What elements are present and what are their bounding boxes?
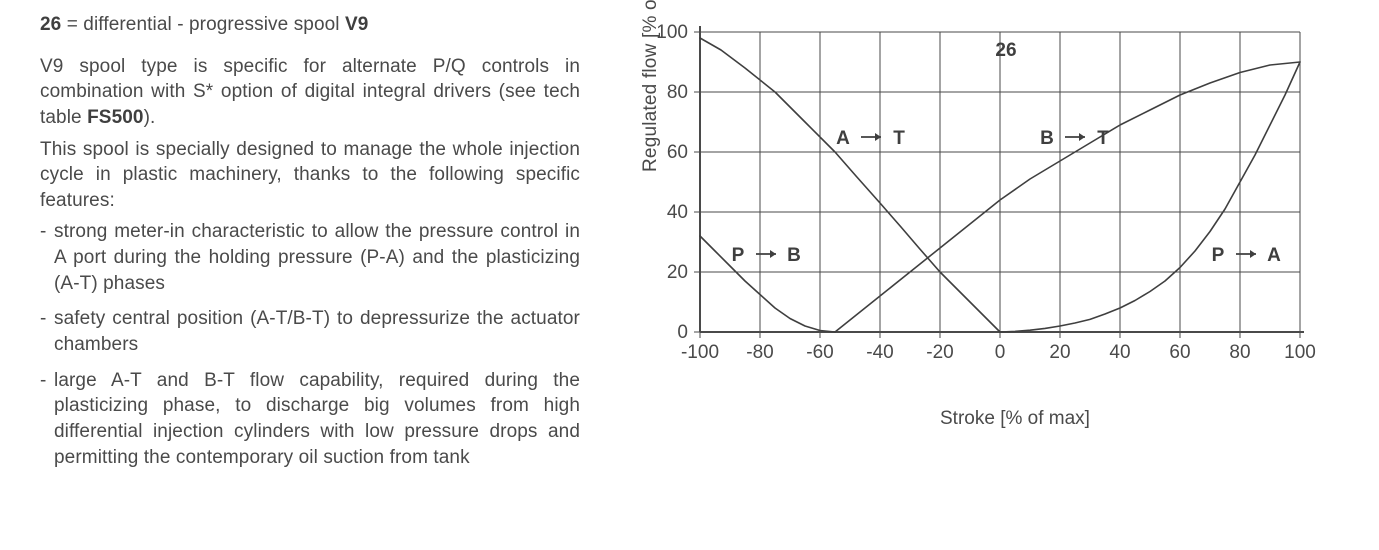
text-column: 26 = differential - progressive spool V9… — [40, 12, 600, 530]
p1-c: ). — [144, 107, 156, 128]
paragraph-1: V9 spool type is specific for alternate … — [40, 54, 580, 131]
chart-wrap: Regulated flow [% of max] -100-80-60-40-… — [640, 12, 1340, 392]
svg-text:A: A — [1267, 245, 1281, 266]
heading-eq: = differential - progressive spool — [61, 14, 345, 35]
svg-text:26: 26 — [995, 40, 1016, 61]
svg-text:20: 20 — [667, 262, 688, 283]
svg-text:P: P — [732, 245, 745, 266]
svg-text:T: T — [893, 128, 905, 149]
bullet-item-1: strong meter-in characteristic to allow … — [40, 219, 580, 296]
svg-text:40: 40 — [667, 202, 688, 223]
y-axis-label: Regulated flow [% of max] — [640, 0, 662, 172]
svg-text:B: B — [787, 245, 801, 266]
paragraph-2: This spool is specially designed to mana… — [40, 137, 580, 214]
svg-text:20: 20 — [1049, 342, 1070, 363]
svg-text:P: P — [1212, 245, 1225, 266]
p1-bold: FS500 — [87, 107, 143, 128]
svg-text:100: 100 — [1284, 342, 1316, 363]
heading-line: 26 = differential - progressive spool V9 — [40, 12, 580, 38]
svg-text:0: 0 — [995, 342, 1006, 363]
svg-text:-20: -20 — [926, 342, 953, 363]
x-axis-label: Stroke [% of max] — [940, 408, 1090, 430]
svg-text:-60: -60 — [806, 342, 833, 363]
svg-text:-40: -40 — [866, 342, 893, 363]
svg-text:40: 40 — [1109, 342, 1130, 363]
heading-code: V9 — [345, 14, 368, 35]
bullet-list: strong meter-in characteristic to allow … — [40, 219, 580, 470]
svg-text:0: 0 — [677, 322, 688, 343]
svg-text:60: 60 — [1169, 342, 1190, 363]
svg-text:80: 80 — [1229, 342, 1250, 363]
bullet-item-2: safety central position (A-T/B-T) to dep… — [40, 306, 580, 357]
flow-stroke-chart: -100-80-60-40-20020406080100020406080100… — [640, 12, 1340, 392]
svg-text:T: T — [1097, 128, 1109, 149]
chart-column: Regulated flow [% of max] -100-80-60-40-… — [600, 12, 1339, 530]
heading-number: 26 — [40, 14, 61, 35]
svg-text:-100: -100 — [681, 342, 719, 363]
bullet-item-3: large A-T and B-T flow capability, requi… — [40, 368, 580, 471]
page-root: 26 = differential - progressive spool V9… — [0, 0, 1379, 550]
svg-text:80: 80 — [667, 82, 688, 103]
svg-text:A: A — [836, 128, 850, 149]
svg-text:-80: -80 — [746, 342, 773, 363]
svg-text:60: 60 — [667, 142, 688, 163]
svg-text:B: B — [1040, 128, 1054, 149]
